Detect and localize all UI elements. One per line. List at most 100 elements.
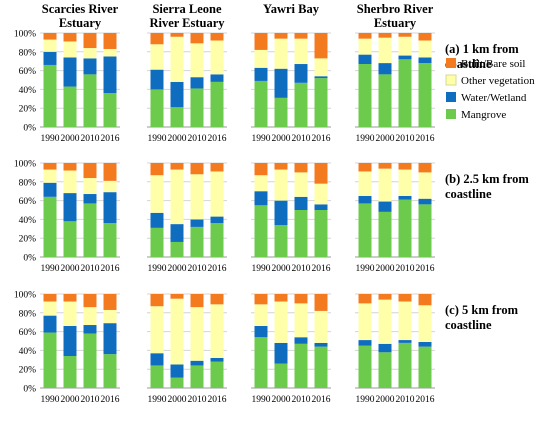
x-tick-label: 2000 <box>61 264 80 274</box>
bar-built-bare-soil-1990 <box>254 294 268 305</box>
bar-water-wetland-2016 <box>418 341 432 347</box>
x-tick-label: 2016 <box>208 264 227 274</box>
bar-other-vegetation-2010 <box>190 174 204 220</box>
panel-r2-c1: 0% 20% 40% 60% 80% 100% 1990 2000 2010 2016 <box>14 160 120 274</box>
x-tick-label: 2010 <box>188 395 207 405</box>
x-tick-label: 2000 <box>272 395 291 405</box>
y-tick-label: 40% <box>19 86 37 96</box>
bar-mangrove-2010 <box>190 88 204 127</box>
panel-r1-c3: 1990 2000 2010 2016 <box>251 32 331 144</box>
bar-built-bare-soil-2016 <box>418 33 432 41</box>
bar-other-vegetation-2000 <box>378 168 392 202</box>
y-tick-label: 80% <box>19 309 37 319</box>
bar-other-vegetation-2016 <box>314 58 328 77</box>
bar-mangrove-1990 <box>43 332 57 388</box>
y-tick-label: 60% <box>19 197 37 207</box>
bar-built-bare-soil-2010 <box>190 33 204 44</box>
bar-water-wetland-2000 <box>63 325 77 357</box>
legend: Built/Bare soil Other vegetation Water/Wet… <box>445 58 535 121</box>
x-tick-label: 2016 <box>101 395 120 405</box>
bar-built-bare-soil-2000 <box>170 33 184 37</box>
bar-mangrove-2000 <box>274 363 288 388</box>
x-tick-label: 2010 <box>396 395 415 405</box>
column-title-line: Yawri Bay <box>263 2 320 16</box>
bar-built-bare-soil-2000 <box>170 163 184 170</box>
x-tick-label: 2010 <box>188 134 207 144</box>
bar-mangrove-1990 <box>358 203 372 257</box>
bar-mangrove-2010 <box>398 199 412 257</box>
bar-other-vegetation-2010 <box>398 169 412 196</box>
bar-built-bare-soil-2000 <box>63 33 77 42</box>
bar-other-vegetation-1990 <box>358 38 372 55</box>
bar-mangrove-2010 <box>190 226 204 257</box>
bar-built-bare-soil-2016 <box>210 294 224 305</box>
x-tick-label: 2016 <box>101 264 120 274</box>
x-tick-label: 2000 <box>61 395 80 405</box>
bar-water-wetland-2000 <box>63 57 77 87</box>
y-tick-label: 20% <box>19 235 37 245</box>
bar-other-vegetation-1990 <box>358 171 372 196</box>
bar-other-vegetation-2010 <box>294 303 308 338</box>
bar-mangrove-1990 <box>43 196 57 257</box>
x-tick-label: 2010 <box>292 395 311 405</box>
bar-water-wetland-2000 <box>274 200 288 226</box>
row-label-line: (a) 1 km from <box>445 42 519 56</box>
column-title-3: Yawri Bay <box>263 2 320 16</box>
bar-built-bare-soil-2016 <box>103 33 117 49</box>
bar-other-vegetation-2000 <box>378 299 392 344</box>
legend-label-built-bare-soil: Built/Bare soil <box>461 58 525 70</box>
bar-other-vegetation-2000 <box>274 301 288 343</box>
bar-mangrove-2010 <box>398 342 412 388</box>
bar-water-wetland-2010 <box>398 55 412 60</box>
x-tick-label: 1990 <box>252 395 271 405</box>
bar-built-bare-soil-2000 <box>378 163 392 169</box>
bar-other-vegetation-2010 <box>398 36 412 56</box>
bar-built-bare-soil-2000 <box>63 294 77 302</box>
panel-r1-c2: 1990 2000 2010 2016 <box>147 32 227 144</box>
bar-built-bare-soil-2016 <box>314 33 328 59</box>
column-title-line: Estuary <box>374 16 417 30</box>
bar-mangrove-1990 <box>358 345 372 388</box>
x-tick-label: 2010 <box>292 264 311 274</box>
bar-mangrove-2000 <box>274 225 288 257</box>
panel-r1-c1: 0% 20% 40% 60% 80% 100% 1990 2000 2010 2016 <box>14 30 120 144</box>
bar-built-bare-soil-1990 <box>43 294 57 302</box>
x-tick-label: 1990 <box>252 264 271 274</box>
y-tick-label: 20% <box>19 366 37 376</box>
bar-water-wetland-1990 <box>358 54 372 65</box>
bar-mangrove-2016 <box>314 210 328 257</box>
x-tick-label: 2010 <box>81 134 100 144</box>
bar-mangrove-2016 <box>314 78 328 127</box>
bar-mangrove-2010 <box>83 203 97 257</box>
y-tick-label: 100% <box>14 160 36 170</box>
column-title-line: Estuary <box>59 16 102 30</box>
bar-built-bare-soil-2010 <box>190 294 204 308</box>
bar-water-wetland-2010 <box>294 64 308 83</box>
bar-other-vegetation-1990 <box>150 44 164 70</box>
bar-water-wetland-1990 <box>254 67 268 81</box>
bar-built-bare-soil-2016 <box>314 163 328 184</box>
bar-mangrove-1990 <box>358 64 372 127</box>
bar-other-vegetation-1990 <box>150 306 164 354</box>
x-tick-label: 1990 <box>41 264 60 274</box>
panel-r3-c3: 1990 2000 2010 2016 <box>251 293 331 405</box>
bar-built-bare-soil-1990 <box>150 163 164 176</box>
bar-built-bare-soil-2010 <box>190 163 204 175</box>
bar-water-wetland-2000 <box>274 342 288 364</box>
row-label-line: coastline <box>445 57 492 71</box>
bar-water-wetland-2010 <box>190 219 204 227</box>
bar-water-wetland-2000 <box>170 364 184 378</box>
x-tick-label: 1990 <box>356 134 375 144</box>
x-tick-label: 2000 <box>61 134 80 144</box>
x-tick-label: 1990 <box>41 395 60 405</box>
bar-built-bare-soil-2000 <box>378 294 392 300</box>
bar-mangrove-1990 <box>254 205 268 257</box>
bar-other-vegetation-2000 <box>63 301 77 326</box>
bar-mangrove-2000 <box>378 211 392 257</box>
bar-other-vegetation-2016 <box>314 183 328 205</box>
row-label-line: coastline <box>445 318 492 332</box>
row-label-line: coastline <box>445 187 492 201</box>
bar-built-bare-soil-2016 <box>418 163 432 173</box>
bar-mangrove-2010 <box>294 343 308 388</box>
